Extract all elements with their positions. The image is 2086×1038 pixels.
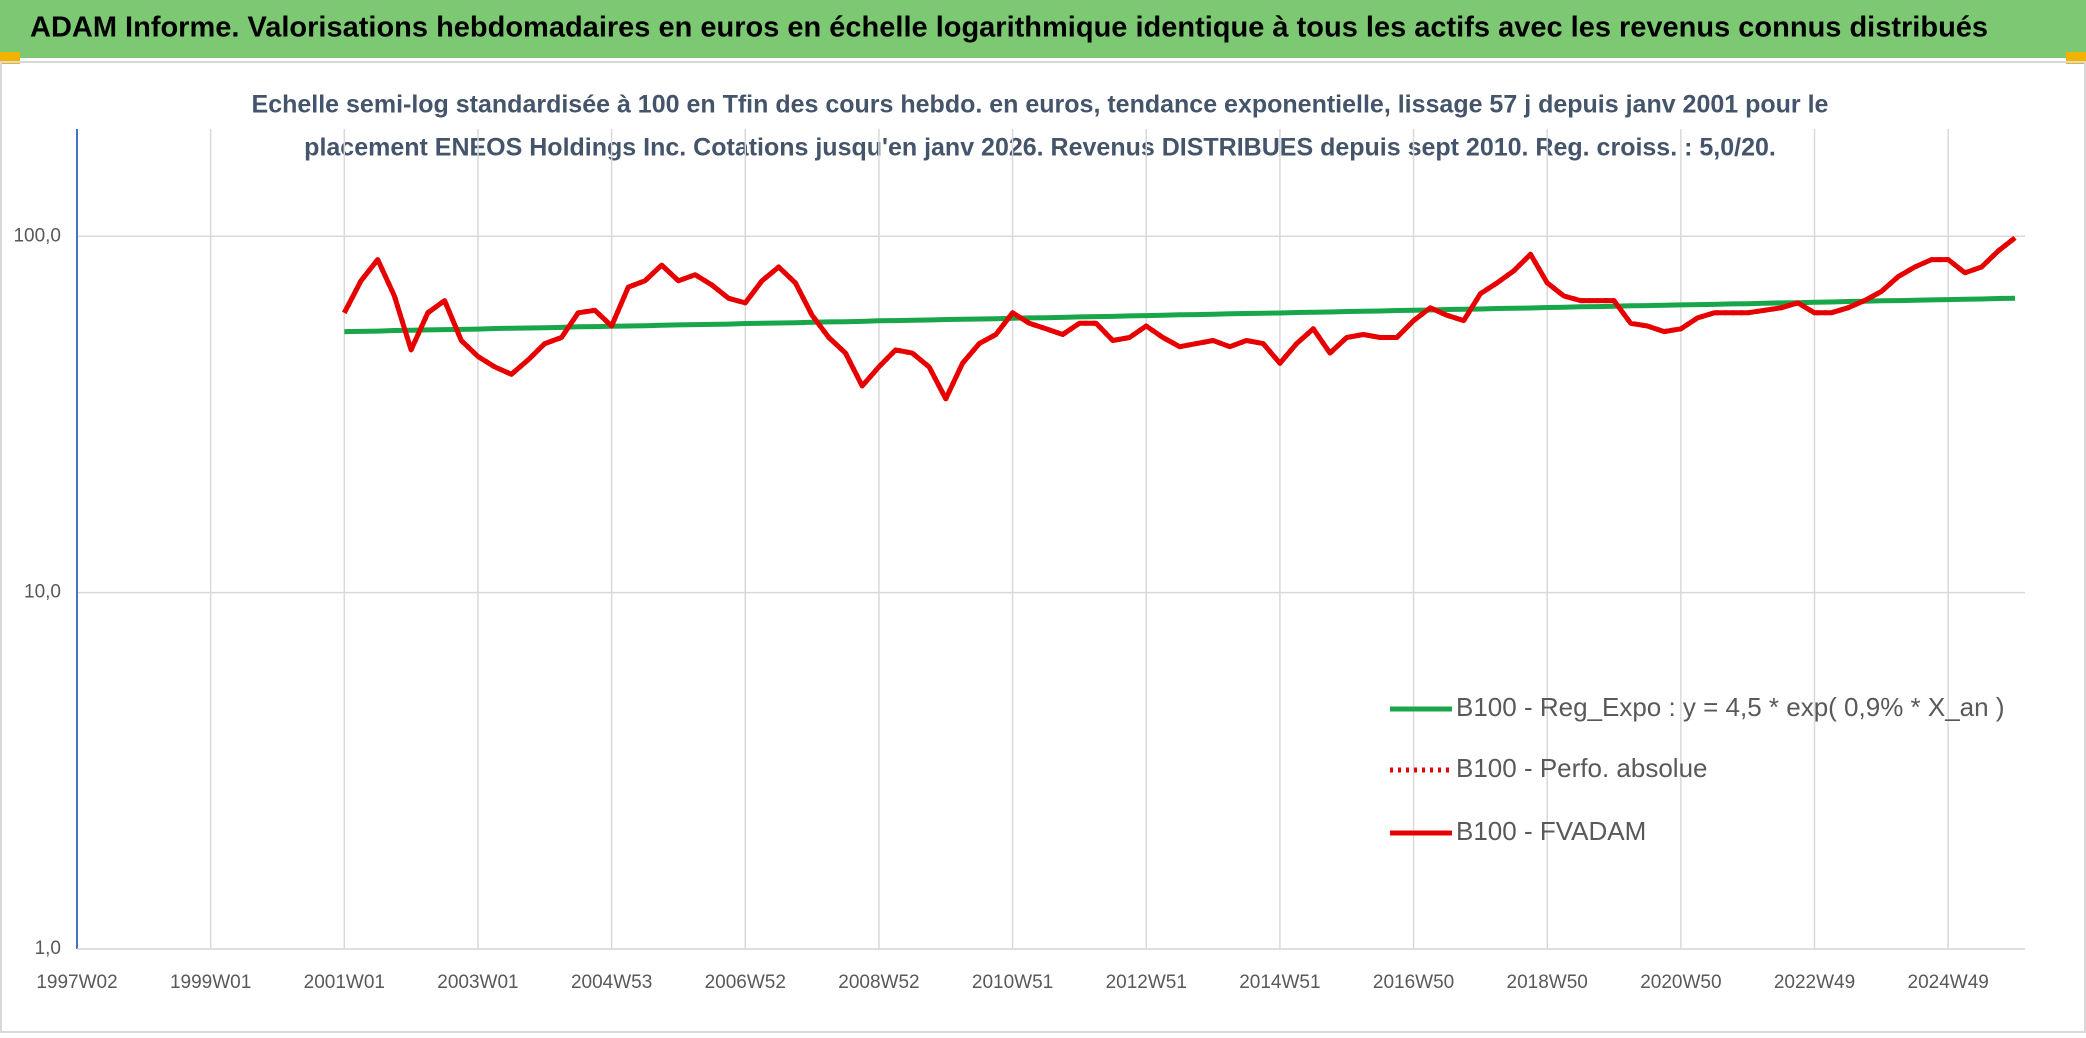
x-tick-label: 2024W49: [1908, 972, 1989, 993]
x-tick-label: 2004W53: [571, 972, 652, 993]
x-tick-label: 2022W49: [1774, 972, 1855, 993]
legend-label: B100 - FVADAM: [1456, 816, 1646, 846]
legend-label: B100 - Perfo. absolue: [1456, 753, 1708, 783]
x-tick-label: 2016W50: [1373, 972, 1454, 993]
chart-title: ADAM Informe. Valorisations hebdomadaire…: [30, 12, 1988, 44]
y-tick-label: 1,0: [35, 938, 61, 959]
x-tick-label: 1997W02: [36, 972, 117, 993]
x-tick-label: 2008W52: [838, 972, 919, 993]
title-bar: [0, 0, 2086, 58]
y-tick-label: 100,0: [13, 225, 61, 246]
x-tick-label: 2020W50: [1640, 972, 1721, 993]
y-tick-label: 10,0: [24, 582, 61, 603]
x-tick-label: 2010W51: [972, 972, 1053, 993]
x-tick-label: 1999W01: [170, 972, 251, 993]
x-tick-label: 2012W51: [1106, 972, 1187, 993]
legend-label: B100 - Reg_Expo : y = 4,5 * exp( 0,9% * …: [1456, 692, 2005, 722]
x-tick-label: 2006W52: [705, 972, 786, 993]
series-line: [342, 235, 2017, 402]
x-tick-label: 2003W01: [437, 972, 518, 993]
x-tick-label: 2001W01: [304, 972, 385, 993]
series-line: [344, 295, 2016, 335]
x-tick-label: 2018W50: [1507, 972, 1588, 993]
frame: [0, 61, 2086, 1033]
x-tick-label: 2014W51: [1239, 972, 1320, 993]
subtitle: Echelle semi-log standardisée à 100 en T…: [252, 91, 1829, 119]
subtitle: placement ENEOS Holdings Inc. Cotations …: [304, 134, 1776, 162]
